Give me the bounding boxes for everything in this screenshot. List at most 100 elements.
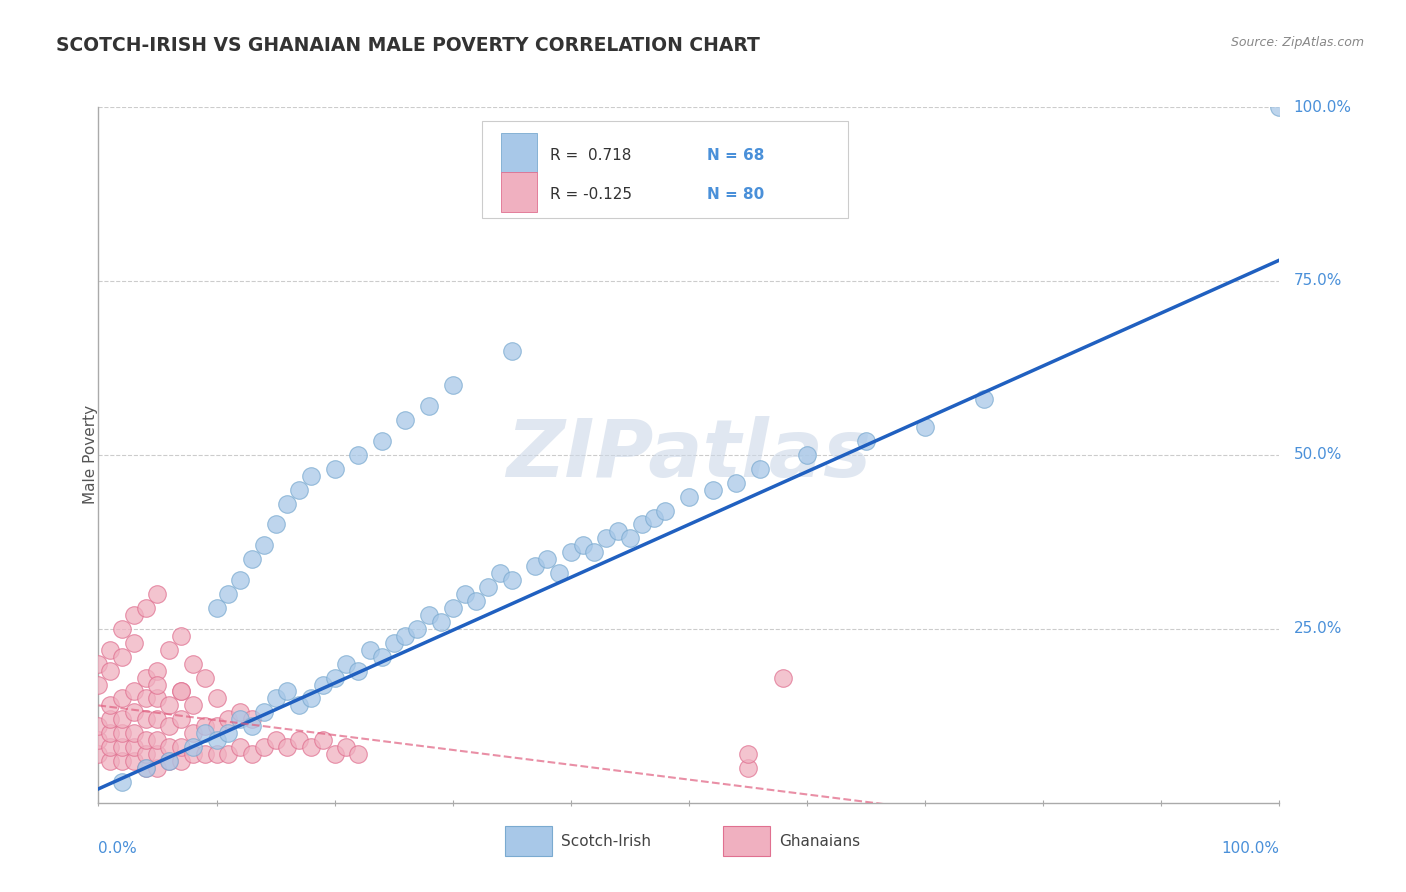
Point bbox=[111, 691, 134, 706]
Point bbox=[135, 761, 157, 775]
Point bbox=[430, 615, 453, 629]
Text: N = 68: N = 68 bbox=[707, 147, 763, 162]
Point bbox=[98, 698, 121, 713]
Point bbox=[157, 719, 180, 733]
Point bbox=[111, 754, 134, 768]
Point bbox=[264, 517, 287, 532]
Point bbox=[111, 712, 134, 726]
Point bbox=[394, 413, 416, 427]
Point bbox=[146, 664, 169, 678]
Point bbox=[170, 740, 193, 755]
Text: 25.0%: 25.0% bbox=[1294, 622, 1341, 636]
Text: 100.0%: 100.0% bbox=[1294, 100, 1351, 114]
Point bbox=[181, 726, 204, 740]
Text: 100.0%: 100.0% bbox=[1222, 841, 1279, 856]
Point bbox=[111, 775, 134, 789]
Point bbox=[87, 677, 110, 691]
Point bbox=[170, 712, 193, 726]
Text: R =  0.718: R = 0.718 bbox=[550, 147, 631, 162]
Point bbox=[98, 726, 121, 740]
Point bbox=[170, 684, 193, 698]
Point bbox=[619, 532, 641, 546]
Point bbox=[194, 726, 217, 740]
Point bbox=[146, 733, 169, 747]
Point bbox=[157, 642, 180, 657]
Point bbox=[87, 733, 110, 747]
Point bbox=[643, 510, 665, 524]
Point bbox=[276, 740, 298, 755]
Point bbox=[359, 642, 381, 657]
Point bbox=[135, 712, 157, 726]
Point bbox=[146, 587, 169, 601]
Point bbox=[335, 740, 357, 755]
FancyBboxPatch shape bbox=[482, 121, 848, 219]
Point bbox=[87, 719, 110, 733]
Point bbox=[205, 719, 228, 733]
Point bbox=[194, 719, 217, 733]
Point bbox=[323, 462, 346, 476]
Text: 50.0%: 50.0% bbox=[1294, 448, 1341, 462]
Point bbox=[323, 671, 346, 685]
Point bbox=[122, 607, 145, 622]
Point bbox=[548, 566, 571, 581]
Text: N = 80: N = 80 bbox=[707, 186, 763, 202]
Point bbox=[122, 726, 145, 740]
Point bbox=[135, 761, 157, 775]
Point bbox=[205, 747, 228, 761]
Point bbox=[560, 545, 582, 559]
Point bbox=[725, 475, 748, 490]
FancyBboxPatch shape bbox=[723, 827, 770, 855]
Point bbox=[229, 706, 252, 720]
Point bbox=[855, 434, 877, 448]
Point bbox=[418, 399, 440, 413]
Point bbox=[595, 532, 617, 546]
Point bbox=[1268, 100, 1291, 114]
Point bbox=[323, 747, 346, 761]
Point bbox=[135, 601, 157, 615]
Point bbox=[205, 733, 228, 747]
Point bbox=[737, 761, 759, 775]
Point bbox=[571, 538, 593, 552]
Point bbox=[157, 754, 180, 768]
Point bbox=[501, 573, 523, 587]
Point bbox=[253, 538, 276, 552]
Text: ZIPatlas: ZIPatlas bbox=[506, 416, 872, 494]
Point bbox=[122, 754, 145, 768]
Point bbox=[111, 726, 134, 740]
FancyBboxPatch shape bbox=[501, 133, 537, 172]
Point bbox=[98, 712, 121, 726]
Point bbox=[299, 468, 322, 483]
Point bbox=[135, 671, 157, 685]
Point bbox=[347, 747, 370, 761]
Point bbox=[157, 698, 180, 713]
Point bbox=[217, 726, 239, 740]
Point bbox=[477, 580, 499, 594]
Point bbox=[914, 420, 936, 434]
Point bbox=[217, 587, 239, 601]
Point bbox=[441, 378, 464, 392]
Point bbox=[465, 594, 488, 608]
Point bbox=[240, 712, 263, 726]
Point bbox=[170, 684, 193, 698]
Point bbox=[382, 636, 405, 650]
Point bbox=[312, 733, 335, 747]
Point bbox=[240, 747, 263, 761]
Point bbox=[418, 607, 440, 622]
Point bbox=[678, 490, 700, 504]
Point bbox=[87, 657, 110, 671]
Point bbox=[654, 503, 676, 517]
Point bbox=[312, 677, 335, 691]
FancyBboxPatch shape bbox=[501, 172, 537, 212]
Point bbox=[264, 691, 287, 706]
Text: R = -0.125: R = -0.125 bbox=[550, 186, 631, 202]
Point bbox=[253, 740, 276, 755]
Point bbox=[973, 392, 995, 407]
Point bbox=[98, 740, 121, 755]
Point bbox=[205, 691, 228, 706]
Text: 75.0%: 75.0% bbox=[1294, 274, 1341, 288]
Text: SCOTCH-IRISH VS GHANAIAN MALE POVERTY CORRELATION CHART: SCOTCH-IRISH VS GHANAIAN MALE POVERTY CO… bbox=[56, 36, 761, 54]
Point bbox=[111, 740, 134, 755]
Point bbox=[122, 706, 145, 720]
Point bbox=[264, 733, 287, 747]
Point bbox=[181, 698, 204, 713]
